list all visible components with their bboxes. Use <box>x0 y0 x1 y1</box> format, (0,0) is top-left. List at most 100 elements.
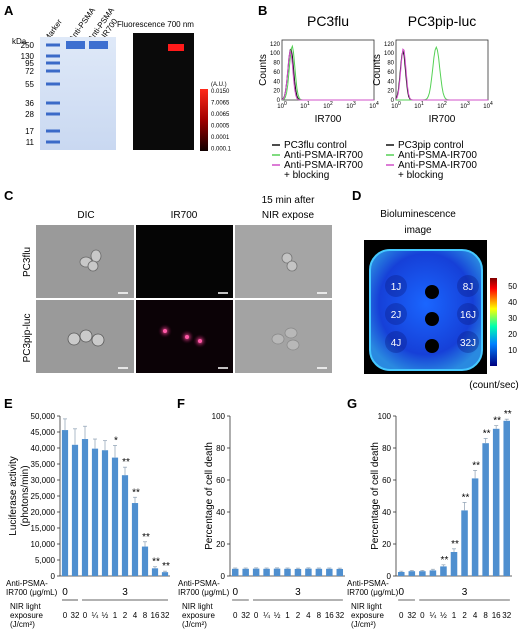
bar <box>242 568 249 576</box>
antibody-row-label: Anti-PSMA-IR700 (μg/mL) <box>178 579 230 597</box>
panel-b: PC3flu Counts IR700 0 20 40 60 80 100 120 100 101 10… <box>258 13 493 181</box>
bar <box>461 510 468 576</box>
x-tick-label: 8 <box>143 611 148 620</box>
y-tick-label: 40 <box>216 508 225 517</box>
bar <box>284 568 291 576</box>
bar <box>429 570 437 576</box>
col-label-dic: DIC <box>77 210 94 221</box>
x-tick-label: 4 <box>306 611 311 620</box>
y-tick-label: 5,000 <box>35 556 56 565</box>
flow-xtick: 104 <box>369 101 379 110</box>
fluorescence-scale-tick: 7.0065 <box>211 101 230 107</box>
antibody-row-label: Anti-PSMA-IR700 (μg/mL) <box>347 579 399 597</box>
fluorescence-scale-tick: 0.0150 <box>211 89 230 95</box>
panel-label-c: C <box>4 188 14 203</box>
bar <box>294 568 302 576</box>
x-tick-label: 16 <box>151 611 160 620</box>
y-axis-label: Percentage of cell death <box>370 442 381 550</box>
x-tick-label: 32 <box>407 611 416 620</box>
colorbar-tick: 10 <box>508 346 517 355</box>
flow-ytick: 60 <box>273 70 280 76</box>
ir700-pc3flu-image <box>136 225 233 298</box>
flow-ylabel: Counts <box>258 54 269 86</box>
bar <box>61 430 69 576</box>
antibody-row-label: Anti-PSMA-IR700 (μg/mL) <box>6 579 58 597</box>
y-tick-label: 40,000 <box>31 444 56 453</box>
empty-well <box>425 285 439 299</box>
well <box>457 275 479 297</box>
cells-nir-pc3pip <box>271 327 300 351</box>
x-tick-label: ¼ <box>92 611 99 620</box>
kda-label: kDa <box>12 37 27 46</box>
cells-ir700-pc3pip <box>158 324 207 348</box>
bar <box>336 568 344 576</box>
significance-mark: ** <box>122 457 130 468</box>
nir-row-label: NIR light exposure (J/cm²) <box>351 602 384 629</box>
flow-xtick: 102 <box>437 101 447 110</box>
nir-row-label: NIR light exposure (J/cm²) <box>182 602 215 629</box>
fluorescence-band <box>168 44 184 51</box>
flow-panel: PC3flu Counts IR700 0 20 40 60 80 100 120 100 101 10… <box>258 13 379 181</box>
well-label: 2J <box>391 310 402 321</box>
flow-xtick: 103 <box>460 101 470 110</box>
x-tick-label: 32 <box>502 611 511 620</box>
x-tick-label: 8 <box>483 611 488 620</box>
significance-mark: ** <box>483 428 491 439</box>
cells-dic-pc3pip <box>67 329 105 347</box>
chart-luciferase: 0 5,000 10,000 15,000 20,000 25,000 30,000 35,0… <box>6 412 170 629</box>
y-tick-label: 100 <box>378 412 392 421</box>
bar <box>503 420 510 576</box>
bar <box>492 428 500 576</box>
bar <box>482 443 489 576</box>
bar <box>161 572 169 576</box>
y-tick-label: 60 <box>216 476 225 485</box>
x-tick-label: 4 <box>133 611 138 620</box>
well-label: 32J <box>460 338 476 349</box>
flow-ytick: 120 <box>270 42 281 48</box>
bar <box>398 572 405 576</box>
flow-title: PC3flu <box>307 13 349 29</box>
y-tick-label: 15,000 <box>31 524 56 533</box>
x-tick-label: 32 <box>71 611 80 620</box>
x-tick-label: 32 <box>161 611 170 620</box>
gel-marker-label: 11 <box>26 138 35 147</box>
y-tick-label: 100 <box>212 412 226 421</box>
x-tick-label: 2 <box>123 611 128 620</box>
flow-xtick: 103 <box>346 101 356 110</box>
y-tick-label: 20,000 <box>31 508 56 517</box>
flow-xtick: 101 <box>300 101 310 110</box>
x-tick-label: 1 <box>113 611 118 620</box>
well-label: 16J <box>460 310 476 321</box>
colorbar-tick: 40 <box>508 298 517 307</box>
flow-xlabel: IR700 <box>315 114 342 125</box>
y-tick-label: 0 <box>51 572 56 581</box>
significance-mark: ** <box>162 561 170 572</box>
fluorescence-scale-bar <box>200 89 208 151</box>
flow-xtick: 100 <box>391 101 401 110</box>
y-tick-label: 0 <box>387 572 392 581</box>
bar <box>81 439 89 576</box>
legend-entry: Anti-PSMA-IR700 <box>284 160 363 171</box>
flow-ytick: 40 <box>273 79 280 85</box>
x-tick-label: 2 <box>462 611 467 620</box>
x-tick-label: ½ <box>102 611 109 620</box>
flow-xtick: 102 <box>323 101 333 110</box>
legend-entry: Anti-PSMA-IR700 <box>398 160 477 171</box>
wells: 1J 8J 2J 16J 4J 32J <box>385 275 479 353</box>
x-tick-label: 4 <box>473 611 478 620</box>
flow-xtick: 104 <box>483 101 493 110</box>
legend-entry: + blocking <box>398 170 443 181</box>
bioluminescence-scale-ticks: 50 40 30 20 10 <box>508 282 517 355</box>
coomassie-gel <box>40 37 116 150</box>
band-anti-psma <box>66 41 85 49</box>
flow-histogram <box>396 45 488 101</box>
legend-entry: + blocking <box>284 170 329 181</box>
y-axis-label: Percentage of cell death <box>204 442 215 550</box>
flow-ytick: 120 <box>384 42 395 48</box>
bar <box>273 568 281 576</box>
y-tick-label: 80 <box>216 444 225 453</box>
significance-mark: ** <box>504 409 512 420</box>
